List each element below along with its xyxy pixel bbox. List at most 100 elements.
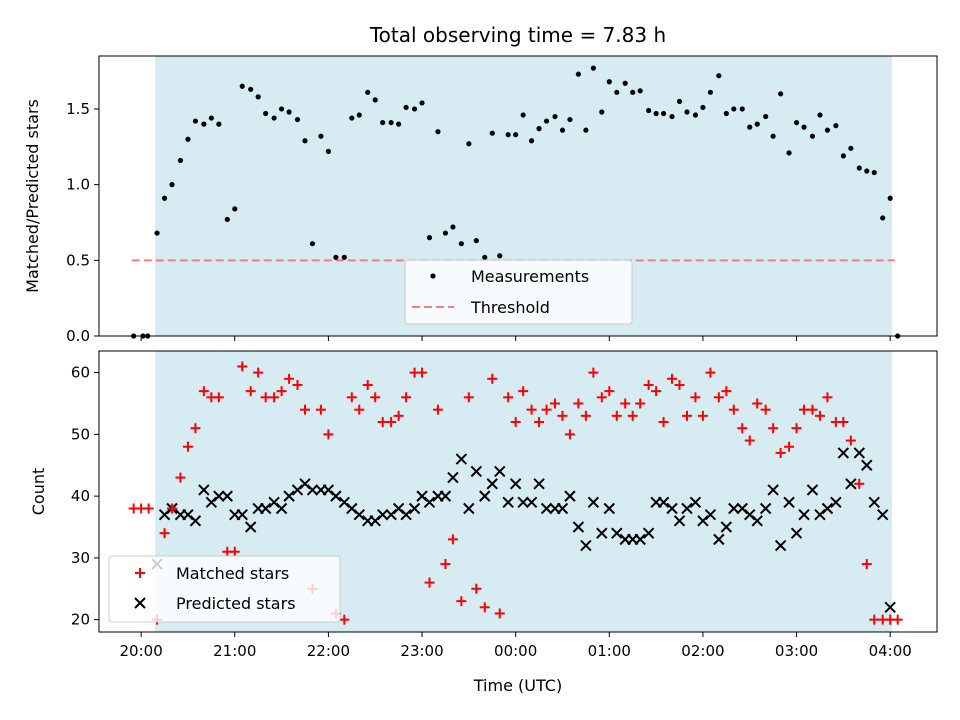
predicted-star-marker xyxy=(642,527,655,539)
predicted-star-marker-b xyxy=(392,502,405,515)
measurement-point xyxy=(333,254,339,260)
measurement-point xyxy=(372,97,378,103)
measurement-point xyxy=(201,121,207,127)
measurement-point xyxy=(216,121,222,127)
bottom-legend-box xyxy=(108,555,341,623)
matched-star-marker xyxy=(198,386,209,397)
measurement-point xyxy=(599,109,605,115)
measurement-point xyxy=(513,132,519,138)
matched-star-marker xyxy=(854,478,865,489)
predicted-star-marker-b xyxy=(837,447,850,459)
matched-star-marker xyxy=(487,373,498,384)
legend-predicted-label: Predicted stars xyxy=(176,594,296,613)
measurement-point xyxy=(864,168,870,174)
top-y-ticks: 0.0 0.5 1.0 1.5 xyxy=(66,100,99,345)
matched-star-marker xyxy=(838,417,849,428)
measurement-point xyxy=(622,80,628,86)
predicted-star-marker-b xyxy=(346,502,358,515)
predicted-star-marker xyxy=(837,447,850,459)
measurement-point xyxy=(411,106,418,112)
predicted-star-marker-b xyxy=(728,502,740,515)
predicted-star-marker xyxy=(221,490,233,502)
measurement-point xyxy=(497,253,503,259)
matched-star-marker xyxy=(627,410,638,421)
predicted-star-marker xyxy=(728,502,740,515)
predicted-star-marker-b xyxy=(845,478,857,490)
predicted-star-marker xyxy=(884,601,896,614)
predicted-star-marker-b xyxy=(767,484,779,496)
measurement-point xyxy=(239,83,245,89)
matched-star-marker xyxy=(620,398,631,409)
matched-star-marker xyxy=(315,404,326,415)
x-tick-label: 01:00 xyxy=(588,642,631,660)
matched-star-marker xyxy=(697,410,708,421)
predicted-star-marker-b xyxy=(533,478,545,490)
matched-star-marker xyxy=(768,423,779,434)
predicted-star-marker xyxy=(517,496,529,509)
predicted-star-marker xyxy=(494,465,506,478)
x-axis-label: Time (UTC) xyxy=(473,676,562,695)
predicted-star-marker-b xyxy=(642,527,655,539)
measurement-point xyxy=(716,73,722,79)
predicted-star-marker xyxy=(876,508,889,521)
matched-star-marker xyxy=(690,392,701,403)
x-tick-label: 00:00 xyxy=(494,642,537,660)
measurement-point xyxy=(318,133,324,139)
measurement-point xyxy=(754,121,760,127)
top-panel: 0.0 0.5 1.0 1.5 Total observing time = 7.83… xyxy=(23,23,938,345)
matched-star-marker xyxy=(807,404,818,415)
matched-star-marker xyxy=(292,379,303,390)
matched-star-marker xyxy=(159,528,170,539)
predicted-star-marker xyxy=(845,478,857,490)
measurement-point xyxy=(325,148,331,154)
predicted-star-marker-b xyxy=(275,502,288,515)
measurement-point xyxy=(450,224,456,230)
x-tick-label: 20:00 xyxy=(120,642,163,660)
matched-star-marker xyxy=(237,361,248,372)
measurement-point xyxy=(505,132,511,138)
predicted-star-marker xyxy=(306,484,319,496)
predicted-star-marker-b xyxy=(806,484,819,496)
matched-star-marker xyxy=(417,367,428,378)
predicted-star-marker-b xyxy=(439,490,452,502)
predicted-star-marker-b xyxy=(540,502,553,515)
predicted-star-marker-b xyxy=(353,508,366,521)
predicted-star-marker-b xyxy=(509,478,522,490)
predicted-star-marker xyxy=(213,490,225,502)
measurement-point xyxy=(536,126,542,132)
matched-star-marker xyxy=(814,410,825,421)
predicted-star-marker xyxy=(821,502,834,515)
predicted-star-marker xyxy=(455,453,468,465)
predicted-star-marker xyxy=(783,496,795,509)
predicted-star-marker-b xyxy=(821,502,834,515)
legend-measurements-label: Measurements xyxy=(471,267,589,286)
matched-star-marker xyxy=(564,429,575,440)
predicted-star-marker xyxy=(189,515,202,527)
predicted-star-marker-b xyxy=(470,465,483,478)
measurement-point xyxy=(403,104,409,111)
measurement-point xyxy=(817,112,823,118)
bottom-y-ticks: 20 30 40 50 60 xyxy=(71,364,99,629)
predicted-star-marker xyxy=(767,484,779,496)
matched-star-marker xyxy=(299,404,310,415)
measurement-point xyxy=(482,254,488,260)
matched-star-marker xyxy=(643,379,654,390)
predicted-star-marker-b xyxy=(720,521,733,533)
predicted-star-marker xyxy=(713,533,725,546)
predicted-star-marker-b xyxy=(790,527,803,539)
bottom-y-tick-label: 20 xyxy=(71,611,90,629)
predicted-star-marker-b xyxy=(423,496,436,509)
predicted-star-marker xyxy=(798,508,810,521)
measurement-point xyxy=(747,124,753,130)
predicted-star-marker xyxy=(587,496,600,509)
top-y-axis-label: Matched/Predicted stars xyxy=(23,99,42,293)
matched-star-marker xyxy=(541,404,552,415)
matched-star-marker xyxy=(456,596,467,607)
matched-star-marker xyxy=(182,441,193,452)
predicted-star-marker-b xyxy=(244,521,257,533)
measurement-point xyxy=(302,138,308,144)
matched-star-marker xyxy=(377,417,388,428)
predicted-star-marker-b xyxy=(736,502,748,515)
matched-star-marker xyxy=(463,392,474,403)
predicted-star-marker-b xyxy=(322,484,335,496)
